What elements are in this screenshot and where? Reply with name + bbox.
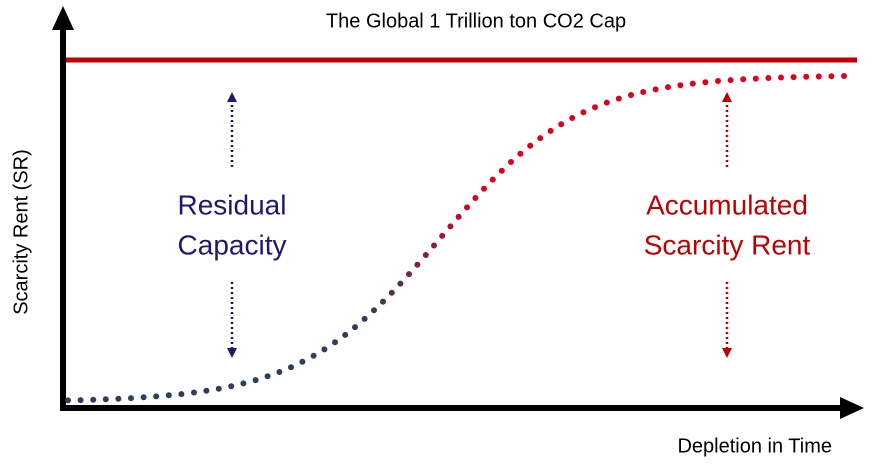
curve-dot — [414, 261, 421, 268]
curve-dot — [815, 73, 822, 80]
curve-dot — [128, 395, 134, 402]
curve-dot — [178, 391, 185, 398]
curve-dot — [288, 364, 294, 371]
curve-dot — [380, 298, 386, 305]
curve-dot — [310, 352, 317, 359]
curve-dot — [778, 74, 784, 81]
x-axis-label: Depletion in Time — [677, 435, 832, 457]
curve-dot — [715, 78, 721, 84]
curve-dot — [765, 75, 772, 81]
curve-dot — [580, 109, 587, 116]
curve-dot — [140, 394, 147, 401]
arrow-head — [722, 92, 732, 102]
curve-dot — [439, 232, 446, 239]
curve-dot — [252, 377, 259, 384]
curve-dot — [455, 213, 462, 220]
curve-dot — [498, 167, 505, 174]
curve-dot — [422, 252, 429, 258]
curve-dot — [397, 280, 404, 287]
curve-dot — [321, 346, 328, 353]
curve-dot — [332, 339, 338, 346]
curve-dot — [727, 77, 734, 84]
curve-dot — [472, 195, 479, 201]
curve-dot — [191, 389, 197, 396]
curve-dot — [361, 315, 368, 322]
curve-dot — [165, 392, 172, 399]
x-axis-arrow — [840, 397, 864, 419]
curve-dot — [276, 369, 283, 375]
residual-label: Residual — [178, 189, 287, 220]
curve-dot — [65, 397, 71, 404]
curve-dot — [527, 142, 534, 149]
curve-dot — [352, 324, 358, 331]
curve-dot — [752, 75, 759, 82]
curve-dot — [508, 159, 514, 165]
curve-dot — [371, 307, 377, 314]
curve-dot — [431, 242, 437, 249]
curve-dot — [406, 271, 412, 278]
curve-dot — [342, 331, 349, 338]
curve-dot — [640, 89, 647, 95]
residual-label: Capacity — [178, 229, 287, 260]
curve-dot — [481, 185, 487, 192]
sigmoid-curve — [65, 73, 847, 404]
curve-dot — [447, 223, 454, 230]
curve-dot — [592, 104, 598, 111]
curve-dot — [228, 383, 235, 390]
curve-dot — [115, 395, 122, 402]
curve-dot — [628, 92, 634, 98]
curve-dot — [102, 396, 109, 403]
curve-dot — [203, 387, 210, 394]
curve-dot — [689, 80, 696, 87]
curve-dot — [558, 121, 565, 128]
curve-dot — [803, 73, 810, 80]
arrow-head — [722, 348, 732, 358]
curve-dot — [299, 358, 306, 365]
curve-dot — [615, 95, 622, 102]
curve-dot — [665, 84, 671, 91]
curve-dot — [77, 397, 84, 404]
curve-dot — [652, 86, 659, 93]
curve-dot — [603, 99, 610, 106]
y-axis-label: Scarcity Rent (SR) — [10, 149, 32, 315]
curve-dot — [702, 79, 709, 86]
curve-dot — [90, 396, 97, 403]
curve-dot — [264, 373, 271, 380]
curve-dot — [547, 127, 554, 134]
curve-dot — [841, 73, 847, 79]
curve-dot — [740, 76, 747, 83]
rent-label: Scarcity Rent — [644, 229, 811, 260]
curve-dot — [153, 393, 160, 400]
curve-dot — [569, 115, 576, 121]
curve-dot — [464, 204, 470, 211]
curve-dot — [828, 73, 835, 80]
curve-dot — [537, 135, 544, 142]
y-axis-arrow — [52, 6, 74, 30]
curve-dot — [388, 289, 395, 296]
curve-dot — [517, 150, 524, 157]
curve-dot — [677, 82, 684, 89]
arrow-head — [227, 92, 237, 102]
curve-dot — [240, 380, 247, 387]
arrow-head — [227, 348, 237, 358]
curve-dot — [215, 385, 222, 392]
title: The Global 1 Trillion ton CO2 Cap — [326, 10, 626, 32]
rent-label: Accumulated — [646, 189, 808, 220]
curve-dot — [790, 74, 797, 81]
curve-dot — [489, 176, 496, 183]
